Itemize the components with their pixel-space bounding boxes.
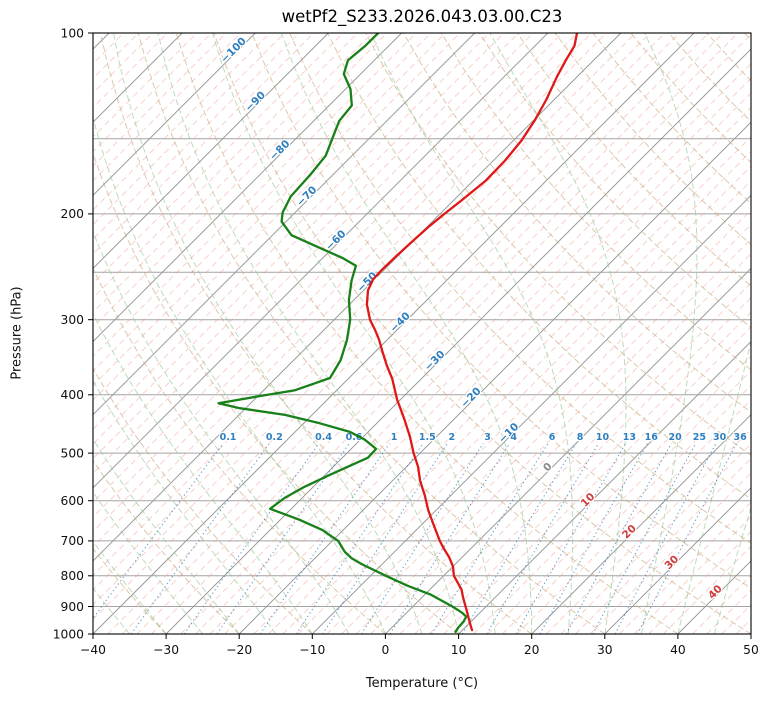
y-tick-label: 700 (61, 534, 84, 548)
x-tick-label: 40 (670, 643, 686, 657)
y-axis-ticks: 100 200 300 400 500 600 700 800 900 1000 (53, 26, 93, 641)
plot-border (92, 32, 752, 635)
mixing-ratio-label: 1.5 (419, 432, 436, 443)
mixing-ratio-label: 25 (693, 432, 706, 443)
mixing-ratio-label: 3 (484, 432, 491, 443)
mixing-ratio-label: 0.6 (346, 432, 363, 443)
y-tick-label: 800 (61, 569, 84, 583)
mixing-ratio-label: 4 (510, 432, 517, 443)
dewpoint-curve (217, 33, 468, 634)
minor-isotherm-lines (93, 33, 751, 634)
x-tick-label: 10 (451, 643, 467, 657)
y-tick-label: 900 (61, 600, 84, 614)
y-axis-label: Pressure (hPa) (9, 286, 25, 380)
sounding-curves (217, 33, 579, 634)
y-tick-label: 1000 (53, 627, 84, 641)
mixing-ratio-label: 20 (668, 432, 682, 443)
moist-adiabat-lines (93, 33, 751, 634)
x-tick-label: 0 (381, 643, 389, 657)
mixing-ratio-label: 8 (577, 432, 584, 443)
isobar-gridlines (93, 33, 751, 634)
x-tick-label: −20 (226, 643, 252, 657)
chart-title: wetPf2_S233.2026.043.03.00.C23 (281, 7, 563, 26)
temperature-curve (365, 33, 579, 632)
major-isotherm-lines (93, 33, 751, 634)
x-tick-label: 50 (743, 643, 759, 657)
mixing-ratio-label: 0.1 (220, 432, 237, 443)
mixing-ratio-label: 10 (596, 432, 610, 443)
y-tick-label: 100 (61, 26, 84, 40)
x-axis-ticks: −40 −30 −20 −10 0 10 20 30 40 50 (80, 634, 759, 657)
mixing-ratio-label: 13 (623, 432, 636, 443)
mixing-ratio-label: 1 (391, 432, 398, 443)
x-axis-label: Temperature (°C) (365, 676, 479, 691)
x-tick-label: 20 (524, 643, 540, 657)
y-tick-label: 300 (61, 313, 84, 327)
x-tick-label: 30 (597, 643, 613, 657)
mixing-ratio-label: 30 (713, 432, 727, 443)
y-tick-label: 500 (61, 446, 84, 460)
x-tick-label: −40 (80, 643, 106, 657)
y-tick-label: 200 (61, 207, 84, 221)
mixing-ratio-label: 16 (645, 432, 659, 443)
mixing-ratio-label: 6 (549, 432, 556, 443)
mixing-ratio-label: 0.4 (315, 432, 332, 443)
dry-adiabat-lines (93, 33, 751, 634)
x-tick-label: −30 (153, 643, 179, 657)
mixing-ratio-label: 2 (448, 432, 455, 443)
mixing-ratio-label: 0.2 (266, 432, 283, 443)
x-tick-label: −10 (299, 643, 325, 657)
mixing-ratio-label: 36 (733, 432, 747, 443)
y-tick-label: 400 (61, 388, 84, 402)
y-tick-label: 600 (61, 494, 84, 508)
mixing-ratio-labels: 0.1 0.2 0.4 0.6 1 1.5 2 3 4 6 8 10 13 16 20 25 30 36 (218, 431, 748, 445)
